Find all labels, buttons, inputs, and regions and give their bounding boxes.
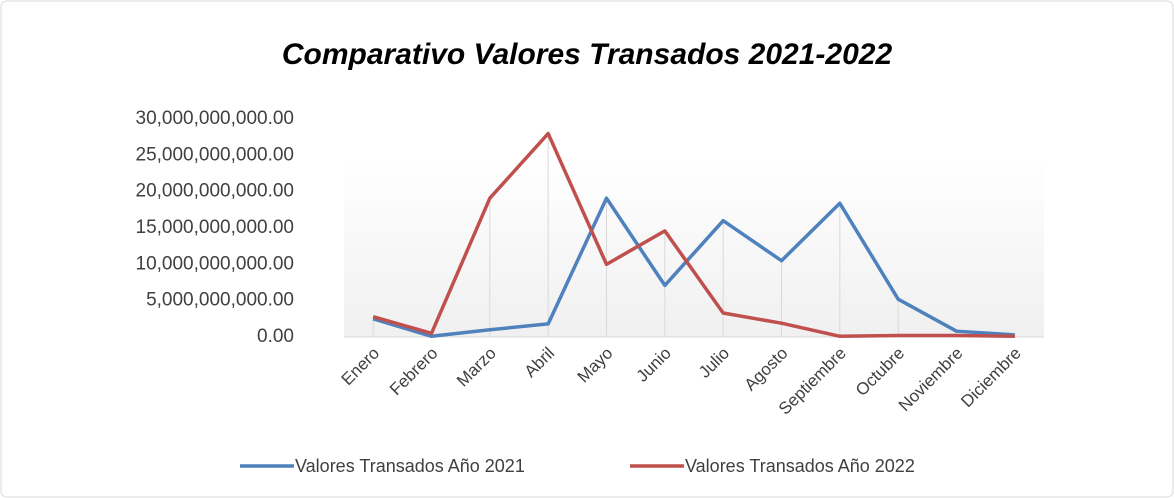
y-tick-label: 15,000,000,000.00: [136, 217, 295, 238]
y-tick-label: 25,000,000,000.00: [136, 144, 295, 165]
y-tick-label: 20,000,000,000.00: [136, 181, 295, 202]
chart-title: Comparativo Valores Transados 2021-2022: [282, 38, 893, 71]
legend-label: Valores Transados Año 2021: [295, 456, 525, 476]
y-tick-label: 5,000,000,000.00: [146, 290, 294, 311]
series-line: [372, 131, 1015, 339]
series-line: [372, 196, 1015, 339]
legend-label: Valores Transados Año 2022: [685, 456, 915, 476]
y-tick-label: 10,000,000,000.00: [136, 253, 295, 274]
plot-background: [344, 155, 1044, 337]
y-tick-label: 30,000,000,000.00: [136, 108, 295, 129]
y-tick-label: 0.00: [257, 326, 294, 347]
